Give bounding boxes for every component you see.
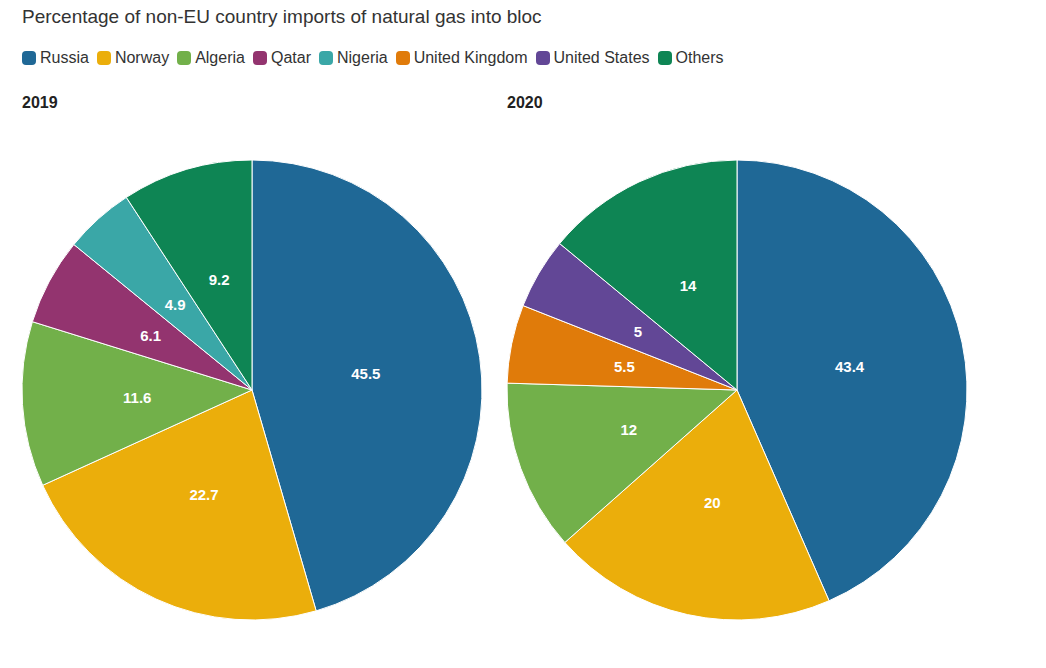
svg-text:12: 12 <box>621 421 638 438</box>
html-text:2019: 2019 <box>22 94 58 111</box>
svg-text:45.5: 45.5 <box>351 365 380 382</box>
svg-text:14: 14 <box>680 277 697 294</box>
svg-text:20: 20 <box>704 494 721 511</box>
html-text:Others: Others <box>675 49 724 66</box>
svg-text:43.4: 43.4 <box>835 358 865 375</box>
html-text:2020: 2020 <box>507 94 543 111</box>
html-text:United States: United States <box>553 49 650 66</box>
svg-text:4.9: 4.9 <box>165 296 186 313</box>
svg-text:11.6: 11.6 <box>123 389 151 406</box>
svg-text:9.2: 9.2 <box>209 271 230 288</box>
svg-text:22.7: 22.7 <box>189 486 218 503</box>
svg-text:5: 5 <box>634 323 642 340</box>
svg-text:5.5: 5.5 <box>614 358 635 375</box>
html-text:Percentage of non-EU country i: Percentage of non-EU country imports of … <box>22 6 542 27</box>
html-text:Norway: Norway <box>114 49 170 66</box>
html-text:Russia: Russia <box>40 49 89 66</box>
html-text:Qatar: Qatar <box>271 49 311 66</box>
svg-text:6.1: 6.1 <box>140 327 161 344</box>
html-text:United Kingdom: United Kingdom <box>413 49 528 66</box>
html-text:Algeria: Algeria <box>195 49 245 66</box>
html-text:Nigeria: Nigeria <box>337 49 388 66</box>
